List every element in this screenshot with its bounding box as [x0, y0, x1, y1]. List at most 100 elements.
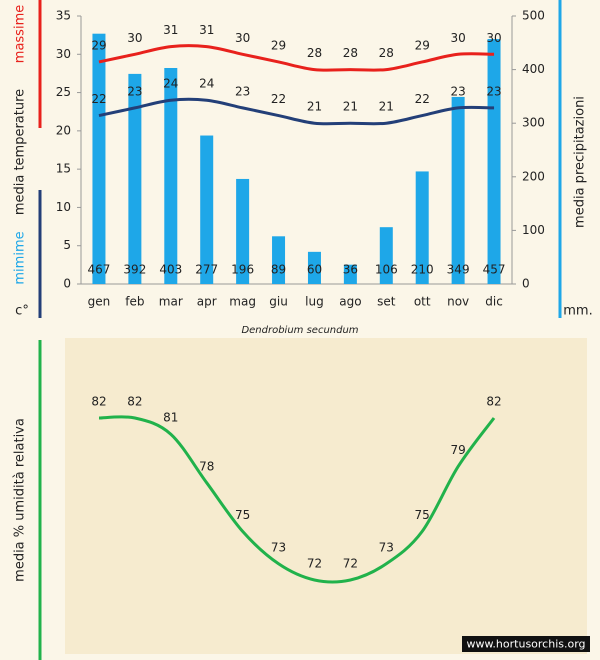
bar-value-label: 349 — [447, 263, 470, 277]
line-value-label: 23 — [235, 84, 250, 98]
ylabel: media temperature — [13, 89, 28, 215]
line-value-label: 82 — [486, 395, 501, 409]
line-value-label: 81 — [163, 411, 178, 425]
line — [98, 415, 496, 584]
line-value-label: 24 — [163, 77, 178, 91]
bar — [272, 236, 286, 284]
x-tick-label: feb — [125, 295, 144, 309]
bar — [487, 39, 501, 284]
line-value-label: 22 — [271, 92, 286, 106]
line-value-label: 21 — [343, 100, 358, 114]
bar-value-label: 60 — [307, 263, 322, 277]
y-tick-label: 25 — [56, 85, 71, 99]
line-value-label: 23 — [450, 84, 465, 98]
x-tick-label: giu — [269, 295, 288, 309]
y-tick-label: 35 — [56, 9, 71, 23]
y-unit: c° — [15, 304, 29, 319]
y2-tick-label: 400 — [522, 62, 545, 76]
line-value-label: 72 — [343, 557, 358, 571]
x-tick-label: apr — [197, 295, 217, 309]
line-value-label: 28 — [343, 46, 358, 60]
line-value-label: 29 — [91, 38, 106, 52]
line-value-label: 78 — [199, 459, 214, 473]
bar — [343, 264, 357, 284]
line-value-label: 28 — [379, 46, 394, 60]
watermark: www.hortusorchis.org — [466, 638, 585, 651]
caption: Dendrobium secundum — [241, 325, 358, 336]
line-value-label: 75 — [235, 508, 250, 522]
line-value-label: 31 — [199, 23, 214, 37]
y-tick-label: 30 — [56, 47, 71, 61]
bar-value-label: 196 — [231, 263, 254, 277]
bar — [128, 73, 142, 284]
x-tick-label: mag — [229, 295, 256, 309]
y-tick-label: 20 — [56, 123, 71, 137]
bar — [92, 33, 106, 284]
x-tick-label: dic — [485, 295, 503, 309]
line — [98, 97, 495, 126]
x-tick-label: set — [377, 295, 396, 309]
line-value-label: 22 — [415, 92, 430, 106]
line — [98, 44, 495, 72]
y2-tick-label: 100 — [522, 223, 545, 237]
bar-value-label: 392 — [123, 263, 146, 277]
humidity-ylabel: media % umidità relativa — [13, 418, 28, 582]
y2-tick-label: 300 — [522, 116, 545, 130]
line-value-label: 82 — [91, 395, 106, 409]
bar-value-label: 106 — [375, 263, 398, 277]
y-tick-label: 10 — [56, 200, 71, 214]
y-tick-label: 15 — [56, 162, 71, 176]
bar-value-label: 210 — [411, 263, 434, 277]
bar — [415, 171, 429, 284]
y-tick-label: 5 — [63, 238, 71, 252]
bar — [200, 135, 214, 284]
line-value-label: 24 — [199, 77, 214, 91]
line-value-label: 72 — [307, 557, 322, 571]
line-value-label: 79 — [450, 443, 465, 457]
y2-tick-label: 0 — [522, 277, 530, 291]
x-tick-label: mar — [159, 295, 183, 309]
line-value-label: 22 — [91, 92, 106, 106]
y2-tick-label: 500 — [522, 9, 545, 23]
line-value-label: 73 — [271, 540, 286, 554]
bar-value-label: 277 — [195, 263, 218, 277]
line-value-label: 28 — [307, 46, 322, 60]
ylabel-max: massime — [13, 5, 28, 63]
line-value-label: 29 — [271, 38, 286, 52]
y-tick-label: 0 — [63, 277, 71, 291]
x-tick-label: ago — [339, 295, 361, 309]
line-value-label: 30 — [450, 31, 465, 45]
line-value-label: 21 — [379, 100, 394, 114]
line-value-label: 30 — [486, 31, 501, 45]
ylabel-min: mimime — [13, 231, 28, 284]
line-value-label: 31 — [163, 23, 178, 37]
line-value-label: 30 — [127, 31, 142, 45]
x-tick-label: ott — [414, 295, 431, 309]
x-tick-label: lug — [305, 295, 324, 309]
y2-tick-label: 200 — [522, 169, 545, 183]
bar — [307, 251, 321, 284]
bar-value-label: 89 — [271, 263, 286, 277]
watermark-bg — [462, 636, 590, 652]
bar-value-label: 457 — [483, 263, 506, 277]
line-value-label: 30 — [235, 31, 250, 45]
line-value-label: 29 — [415, 38, 430, 52]
y2-unit: mm. — [563, 304, 592, 319]
line-value-label: 23 — [486, 84, 501, 98]
bar-value-label: 403 — [159, 263, 182, 277]
line-value-label: 75 — [415, 508, 430, 522]
bar-value-label: 36 — [343, 263, 358, 277]
y2label: media precipitazioni — [573, 96, 588, 228]
bar-value-label: 467 — [88, 263, 111, 277]
bar — [164, 67, 178, 284]
line-value-label: 23 — [127, 84, 142, 98]
line-value-label: 82 — [127, 395, 142, 409]
line-value-label: 21 — [307, 100, 322, 114]
line-value-label: 73 — [379, 540, 394, 554]
bar — [379, 227, 393, 284]
x-tick-label: nov — [447, 295, 469, 309]
bar — [451, 96, 465, 284]
x-tick-label: gen — [88, 295, 111, 309]
